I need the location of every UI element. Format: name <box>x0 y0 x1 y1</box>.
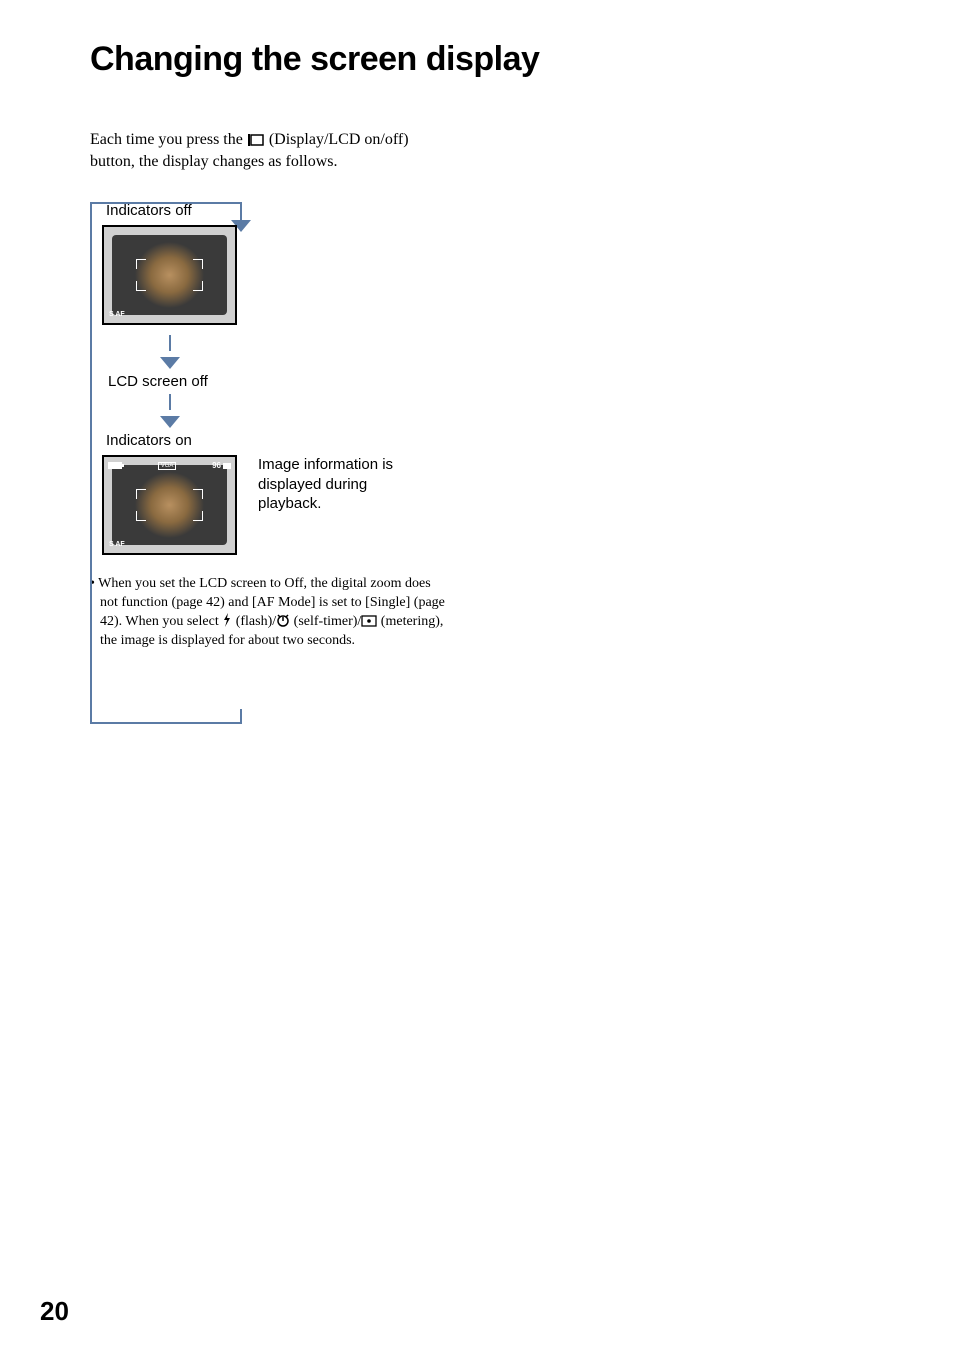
saf-indicator: S AF <box>109 311 125 318</box>
vga-indicator: VGA <box>158 462 177 470</box>
af-corner <box>136 281 146 291</box>
self-timer-icon <box>276 613 290 627</box>
af-frame <box>136 259 203 291</box>
intro-prefix: Each time you press the <box>90 131 247 148</box>
flash-icon <box>222 613 232 627</box>
lcd-preview-indicators-off: S AF <box>102 225 237 325</box>
footnote: • When you set the LCD screen to Off, th… <box>90 575 450 651</box>
page-title: Changing the screen display <box>90 40 864 79</box>
arrow-stem <box>169 335 171 351</box>
diagram-border <box>90 722 240 724</box>
af-frame <box>136 489 203 521</box>
af-corner <box>193 511 203 521</box>
shot-count: 96 <box>212 461 231 470</box>
note-timer: (self-timer)/ <box>290 614 361 629</box>
arrow-down-icon <box>160 357 180 369</box>
af-corner <box>136 259 146 269</box>
af-corner <box>136 489 146 499</box>
lcd-preview-indicators-on: VGA 96 S AF <box>102 455 237 555</box>
af-corner <box>193 259 203 269</box>
diagram-border <box>90 202 92 722</box>
diagram-border <box>240 709 242 724</box>
osd-top-bar: VGA 96 <box>108 461 231 470</box>
af-corner <box>193 281 203 291</box>
battery-icon <box>108 462 122 469</box>
state-label-lcd-off: LCD screen off <box>108 373 410 390</box>
state-label-indicators-on: Indicators on <box>106 432 410 449</box>
metering-icon <box>361 615 377 627</box>
af-corner <box>193 489 203 499</box>
display-icon <box>247 134 265 146</box>
saf-indicator: S AF <box>109 541 125 548</box>
arrow-down-icon <box>160 416 180 428</box>
intro-paragraph: Each time you press the (Display/LCD on/… <box>90 129 420 172</box>
display-cycle-diagram: Indicators off S AF LCD screen off Indic… <box>90 202 410 555</box>
count-value: 96 <box>212 461 221 470</box>
arrow-stem <box>169 394 171 410</box>
note-flash: (flash)/ <box>232 614 276 629</box>
diagram-border <box>90 202 240 204</box>
page-number: 20 <box>40 1296 69 1327</box>
screen-caption: Image information is displayed during pl… <box>258 455 428 514</box>
camera-icon <box>223 463 231 469</box>
af-corner <box>136 511 146 521</box>
diagram-border <box>240 202 242 222</box>
state-label-indicators-off: Indicators off <box>106 202 410 219</box>
